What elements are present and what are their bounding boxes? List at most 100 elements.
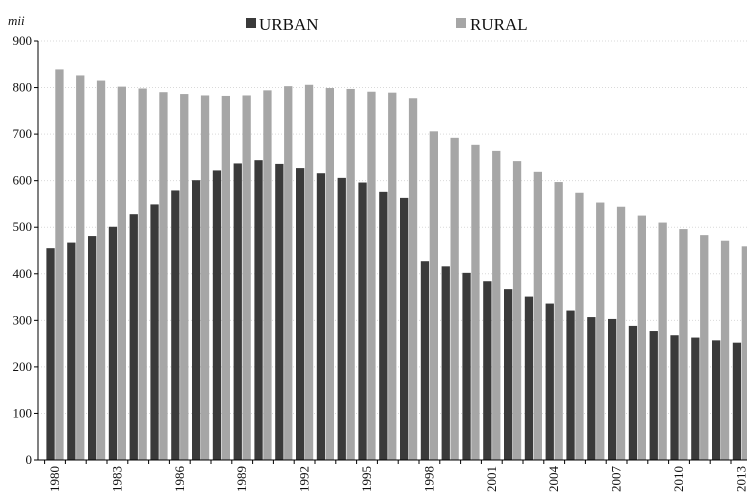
bar-urban-2007 xyxy=(608,318,617,460)
y-tick-label-200: 200 xyxy=(13,359,33,374)
y-tick-label-800: 800 xyxy=(13,80,33,95)
bar-urban-1989 xyxy=(233,163,242,460)
bar-rural-1998 xyxy=(429,131,438,460)
bar-urban-2006 xyxy=(587,317,596,460)
x-tick-label-1989: 1989 xyxy=(234,466,249,492)
y-tick-label-0: 0 xyxy=(26,452,33,467)
bar-urban-1990 xyxy=(254,160,263,460)
bar-urban-2009 xyxy=(649,331,658,460)
bar-urban-1992 xyxy=(296,168,305,460)
x-axis-ticks: 1980 1983 1986 1989 1992 1995 1998 2001 2004 2007… xyxy=(44,460,747,493)
bar-urban-1997 xyxy=(400,197,409,460)
x-tick-label-1992: 1992 xyxy=(297,466,312,492)
y-tick-label-100: 100 xyxy=(13,405,33,420)
bars xyxy=(46,69,747,461)
legend-label-rural: RURAL xyxy=(470,15,528,34)
bar-urban-2000 xyxy=(462,272,471,460)
bar-urban-1981 xyxy=(67,242,76,460)
bar-rural-2005 xyxy=(575,192,584,460)
bar-rural-2000 xyxy=(471,144,480,460)
bar-urban-1986 xyxy=(171,190,180,460)
bar-urban-1999 xyxy=(441,266,450,460)
bar-urban-2001 xyxy=(483,281,492,460)
bar-rural-1987 xyxy=(200,95,210,460)
bar-rural-1999 xyxy=(450,137,459,460)
bar-urban-2010 xyxy=(670,335,679,460)
bar-rural-1985 xyxy=(159,92,168,461)
bar-rural-2012 xyxy=(720,240,730,460)
bar-rural-2007 xyxy=(616,206,626,460)
bar-rural-2010 xyxy=(679,229,688,460)
bar-urban-1987 xyxy=(192,180,201,460)
bar-urban-1991 xyxy=(275,163,284,460)
bar-rural-1980 xyxy=(55,69,64,461)
bar-rural-2008 xyxy=(637,215,646,460)
x-tick-label-2007: 2007 xyxy=(609,466,624,493)
bar-urban-2004 xyxy=(545,303,554,460)
bar-rural-1983 xyxy=(117,86,126,461)
x-tick-label-2001: 2001 xyxy=(484,466,499,492)
bar-rural-1991 xyxy=(284,86,293,460)
bar-rural-1994 xyxy=(346,88,355,460)
x-tick-label-1998: 1998 xyxy=(421,466,436,492)
x-tick-label-2004: 2004 xyxy=(546,466,561,493)
bar-urban-1993 xyxy=(316,173,326,460)
x-tick-label-1980: 1980 xyxy=(47,466,62,492)
bar-rural-2013 xyxy=(741,246,747,460)
bar-rural-1984 xyxy=(138,88,147,461)
bar-rural-1995 xyxy=(367,91,376,460)
y-tick-label-400: 400 xyxy=(13,266,33,281)
bar-rural-1982 xyxy=(96,80,106,460)
bar-urban-1984 xyxy=(129,214,138,460)
bar-rural-2006 xyxy=(596,202,605,461)
legend-swatch-urban xyxy=(246,18,256,28)
y-tick-label-700: 700 xyxy=(13,126,33,141)
y-tick-label-900: 900 xyxy=(13,33,33,48)
bar-urban-2002 xyxy=(504,289,513,460)
bar-urban-2012 xyxy=(712,340,721,460)
x-tick-label-2013: 2013 xyxy=(733,466,747,492)
bar-rural-1986 xyxy=(180,94,189,460)
bar-rural-2002 xyxy=(512,161,522,461)
y-unit-label: mii xyxy=(8,13,25,28)
y-tick-label-500: 500 xyxy=(13,219,33,234)
bar-urban-1995 xyxy=(358,182,367,460)
bar-urban-2011 xyxy=(691,337,700,460)
bar-rural-2003 xyxy=(533,171,542,460)
y-tick-label-600: 600 xyxy=(13,173,33,188)
bar-rural-1993 xyxy=(325,88,334,461)
bar-urban-1988 xyxy=(212,170,222,461)
bar-rural-1988 xyxy=(221,95,230,460)
bar-rural-2011 xyxy=(700,235,709,460)
bar-urban-1982 xyxy=(88,236,97,460)
bar-rural-1997 xyxy=(408,98,418,460)
bar-rural-2004 xyxy=(554,182,563,460)
bar-urban-2005 xyxy=(566,310,575,460)
bar-rural-2009 xyxy=(658,222,667,460)
bar-urban-1983 xyxy=(108,226,118,460)
bar-urban-2008 xyxy=(628,325,638,460)
bar-urban-1985 xyxy=(150,204,159,460)
bar-rural-1992 xyxy=(304,84,314,460)
bar-rural-1996 xyxy=(388,92,397,461)
bar-rural-1990 xyxy=(263,90,272,460)
bar-rural-1989 xyxy=(242,95,251,460)
x-tick-label-2010: 2010 xyxy=(671,466,686,492)
legend-label-urban: URBAN xyxy=(259,15,319,34)
bar-rural-2001 xyxy=(492,150,501,460)
y-tick-label-300: 300 xyxy=(13,312,33,327)
bar-urban-1998 xyxy=(420,261,430,460)
x-tick-label-1983: 1983 xyxy=(109,466,124,492)
legend-swatch-rural xyxy=(456,18,466,28)
y-axis-ticks: 0 100 200 300 400 500 600 700 800 900 xyxy=(13,33,38,467)
x-tick-label-1995: 1995 xyxy=(359,466,374,492)
bar-urban-1980 xyxy=(46,248,55,460)
bar-urban-2003 xyxy=(524,296,534,460)
bar-urban-1996 xyxy=(379,191,388,460)
bar-rural-1981 xyxy=(76,75,85,460)
bar-urban-1994 xyxy=(337,177,346,460)
legend: URBAN RURAL xyxy=(246,15,528,34)
x-tick-label-1986: 1986 xyxy=(172,466,187,493)
bar-urban-2013 xyxy=(732,342,742,460)
